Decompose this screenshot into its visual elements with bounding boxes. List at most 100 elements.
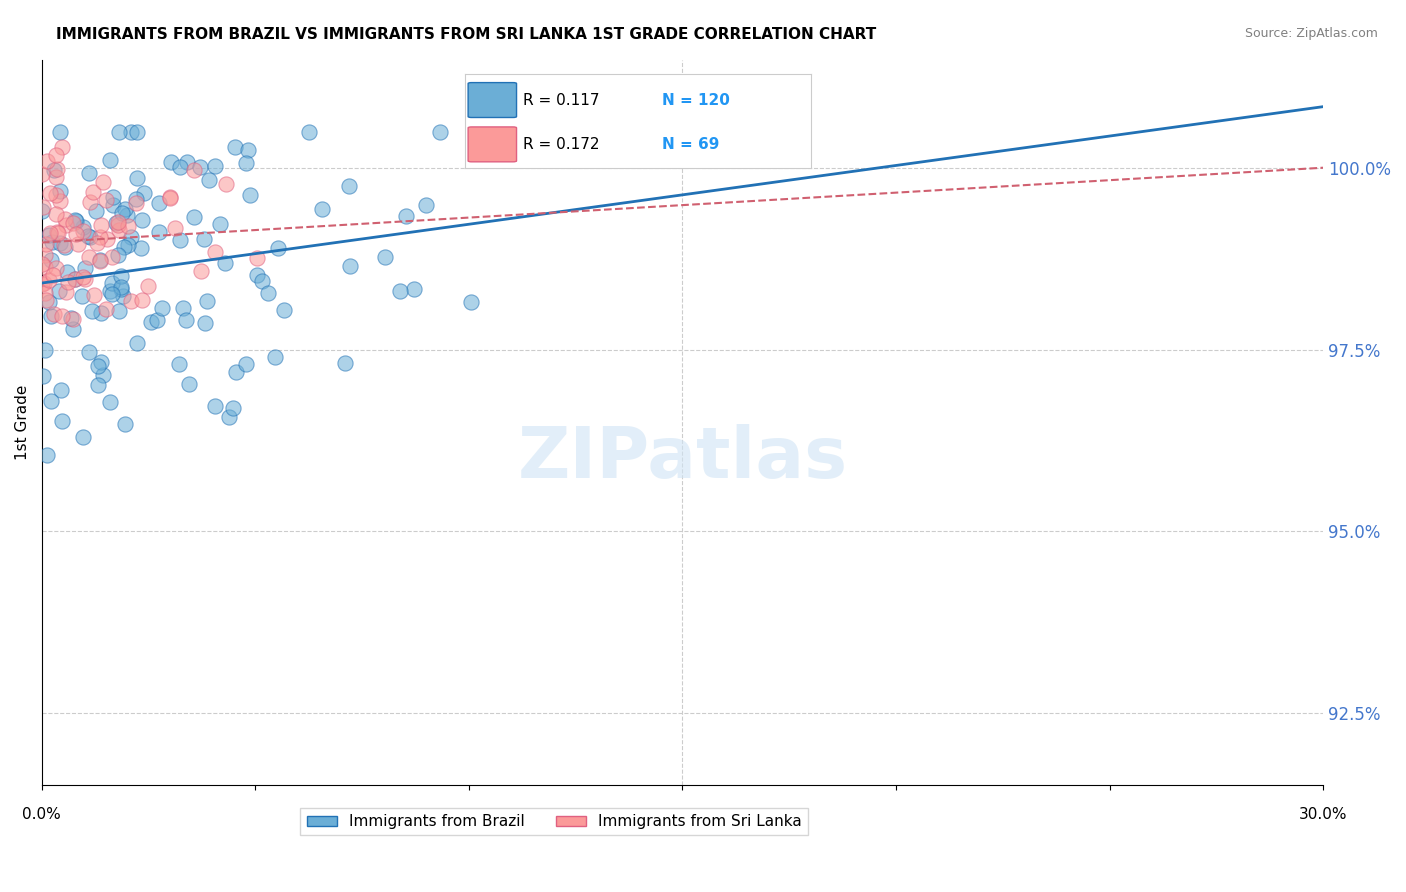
Point	[183, 210, 205, 224]
Point	[114, 202, 136, 216]
Point	[48, 285, 70, 299]
Point	[77, 166, 100, 180]
Point	[159, 154, 181, 169]
Point	[72, 225, 94, 239]
Point	[35, 237, 58, 252]
Point	[41, 235, 63, 249]
Point	[239, 187, 262, 202]
Point	[31, 369, 53, 384]
Point	[45, 188, 67, 202]
Point	[337, 178, 360, 193]
Point	[34, 293, 56, 307]
Point	[120, 230, 142, 244]
Point	[129, 241, 152, 255]
Point	[86, 359, 108, 373]
Point	[136, 279, 159, 293]
Point	[114, 417, 136, 431]
Point	[195, 293, 218, 308]
Point	[208, 217, 231, 231]
Point	[125, 192, 148, 206]
Point	[107, 219, 129, 233]
Point	[39, 186, 62, 201]
Point	[84, 203, 107, 218]
Point	[41, 268, 63, 282]
Point	[65, 271, 87, 285]
Point	[238, 143, 260, 157]
Point	[82, 185, 104, 199]
Point	[65, 272, 87, 286]
Point	[48, 227, 70, 241]
Point	[32, 200, 55, 214]
Point	[204, 244, 226, 259]
Point	[273, 302, 295, 317]
Y-axis label: 1st Grade: 1st Grade	[15, 384, 30, 460]
Point	[172, 301, 194, 316]
Point	[39, 252, 62, 267]
Point	[65, 227, 87, 242]
Point	[235, 357, 257, 371]
Point	[197, 173, 219, 187]
Point	[167, 357, 190, 371]
Point	[79, 250, 101, 264]
Point	[80, 304, 103, 318]
Point	[45, 148, 67, 162]
Point	[44, 163, 66, 178]
Point	[98, 284, 121, 298]
Point	[107, 215, 129, 229]
Point	[91, 368, 114, 382]
Point	[111, 289, 134, 303]
Point	[374, 250, 396, 264]
Point	[177, 377, 200, 392]
Point	[235, 156, 257, 170]
Point	[395, 209, 418, 223]
Point	[31, 204, 53, 219]
Point	[245, 268, 267, 282]
Point	[460, 295, 482, 310]
Point	[83, 288, 105, 302]
Text: 30.0%: 30.0%	[1299, 807, 1347, 822]
Point	[193, 232, 215, 246]
Point	[86, 236, 108, 251]
Legend: Immigrants from Brazil, Immigrants from Sri Lanka: Immigrants from Brazil, Immigrants from …	[301, 808, 808, 836]
Point	[87, 378, 110, 392]
Point	[73, 272, 96, 286]
Point	[104, 216, 127, 230]
Point	[49, 125, 72, 139]
Point	[44, 307, 66, 321]
Text: Source: ZipAtlas.com: Source: ZipAtlas.com	[1244, 27, 1378, 40]
Point	[100, 286, 122, 301]
Point	[131, 293, 153, 307]
Point	[110, 281, 132, 295]
Point	[101, 251, 124, 265]
Point	[103, 190, 125, 204]
Point	[169, 233, 191, 247]
Point	[108, 223, 131, 237]
Point	[77, 344, 100, 359]
Point	[75, 261, 97, 276]
Point	[94, 193, 117, 207]
Point	[267, 241, 290, 255]
Point	[169, 160, 191, 174]
Point	[335, 356, 357, 370]
Point	[120, 125, 142, 139]
Point	[72, 220, 94, 235]
Point	[56, 265, 79, 279]
Point	[55, 285, 77, 299]
Point	[429, 125, 451, 139]
Point	[51, 413, 73, 427]
Point	[224, 140, 246, 154]
Point	[402, 282, 425, 296]
Text: ZIPatlas: ZIPatlas	[517, 424, 848, 493]
Point	[37, 154, 59, 169]
Point	[70, 289, 93, 303]
Point	[520, 125, 543, 139]
Point	[38, 295, 60, 310]
Point	[90, 306, 112, 320]
Point	[311, 202, 333, 216]
Point	[117, 238, 139, 252]
Point	[94, 302, 117, 317]
Point	[62, 216, 84, 230]
Point	[115, 208, 138, 222]
Point	[53, 240, 76, 254]
Point	[107, 248, 129, 262]
